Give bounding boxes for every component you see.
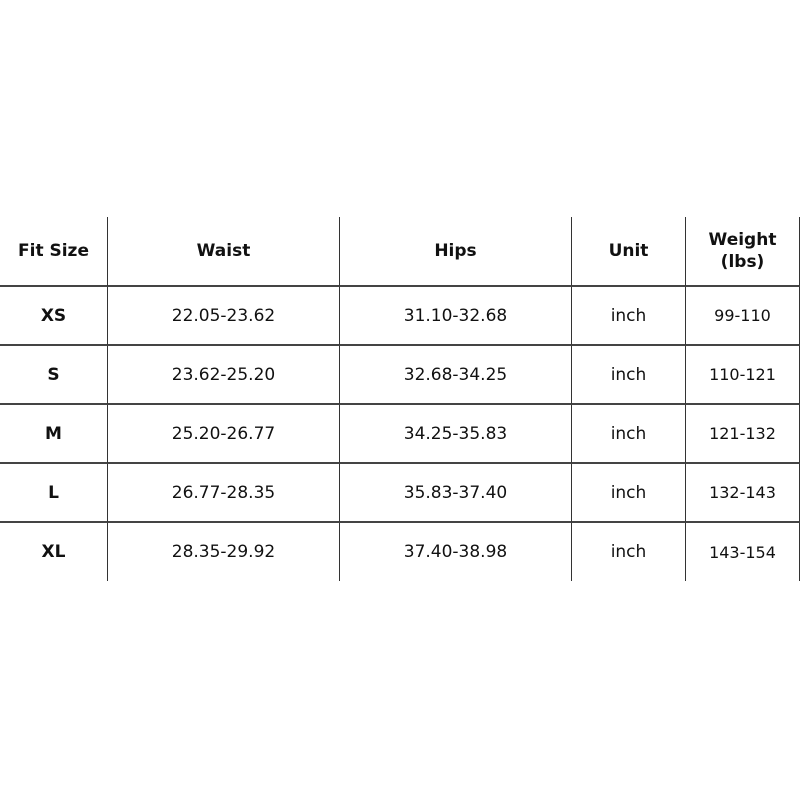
cell-hips: 31.10-32.68 <box>340 287 572 346</box>
header-hips: Hips <box>340 217 572 287</box>
cell-unit: inch <box>572 464 686 523</box>
header-unit: Unit <box>572 217 686 287</box>
cell-waist: 25.20-26.77 <box>108 405 340 464</box>
cell-fit-size: M <box>0 405 108 464</box>
cell-weight: 110-121 <box>686 346 800 405</box>
cell-waist: 26.77-28.35 <box>108 464 340 523</box>
header-fit-size: Fit Size <box>0 217 108 287</box>
cell-hips: 37.40-38.98 <box>340 523 572 581</box>
cell-fit-size: XL <box>0 523 108 581</box>
cell-fit-size: S <box>0 346 108 405</box>
cell-weight: 132-143 <box>686 464 800 523</box>
header-weight: Weight (lbs) <box>686 217 800 287</box>
cell-waist: 22.05-23.62 <box>108 287 340 346</box>
cell-unit: inch <box>572 346 686 405</box>
cell-unit: inch <box>572 287 686 346</box>
cell-hips: 34.25-35.83 <box>340 405 572 464</box>
cell-unit: inch <box>572 523 686 581</box>
cell-weight: 99-110 <box>686 287 800 346</box>
cell-weight: 143-154 <box>686 523 800 581</box>
cell-fit-size: L <box>0 464 108 523</box>
cell-waist: 28.35-29.92 <box>108 523 340 581</box>
cell-fit-size: XS <box>0 287 108 346</box>
size-chart-table: Fit Size Waist Hips Unit Weight (lbs) XS… <box>0 217 800 581</box>
header-waist: Waist <box>108 217 340 287</box>
cell-unit: inch <box>572 405 686 464</box>
cell-hips: 35.83-37.40 <box>340 464 572 523</box>
header-weight-line2: (lbs) <box>720 252 765 272</box>
header-weight-line1: Weight <box>708 230 777 250</box>
cell-weight: 121-132 <box>686 405 800 464</box>
cell-hips: 32.68-34.25 <box>340 346 572 405</box>
cell-waist: 23.62-25.20 <box>108 346 340 405</box>
